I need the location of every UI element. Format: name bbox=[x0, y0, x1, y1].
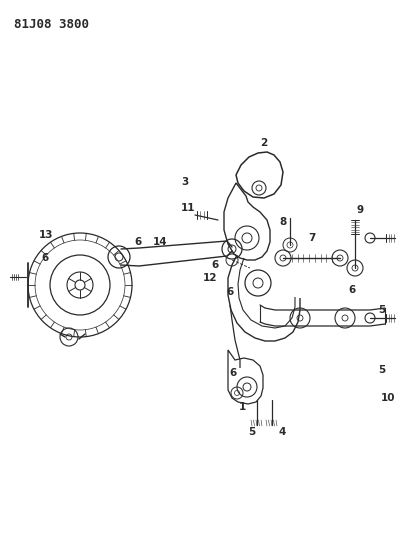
Text: 5: 5 bbox=[378, 365, 386, 375]
Text: 3: 3 bbox=[181, 177, 189, 187]
Text: 6: 6 bbox=[229, 368, 237, 378]
Text: 6: 6 bbox=[348, 285, 356, 295]
Text: 9: 9 bbox=[356, 205, 364, 215]
Text: 10: 10 bbox=[381, 393, 395, 403]
Text: 12: 12 bbox=[203, 273, 217, 283]
Text: 5: 5 bbox=[378, 305, 386, 315]
Text: 6: 6 bbox=[226, 287, 234, 297]
Text: 1: 1 bbox=[239, 402, 245, 412]
Text: 6: 6 bbox=[134, 237, 142, 247]
Text: 6: 6 bbox=[41, 253, 49, 263]
Text: 13: 13 bbox=[39, 230, 53, 240]
Text: 8: 8 bbox=[279, 217, 287, 227]
Text: 2: 2 bbox=[260, 138, 268, 148]
Text: 14: 14 bbox=[153, 237, 167, 247]
Text: 11: 11 bbox=[181, 203, 195, 213]
Text: 4: 4 bbox=[278, 427, 286, 437]
Text: 5: 5 bbox=[248, 427, 256, 437]
Text: 6: 6 bbox=[211, 260, 219, 270]
Text: 7: 7 bbox=[308, 233, 315, 243]
Text: 81J08 3800: 81J08 3800 bbox=[14, 18, 89, 31]
